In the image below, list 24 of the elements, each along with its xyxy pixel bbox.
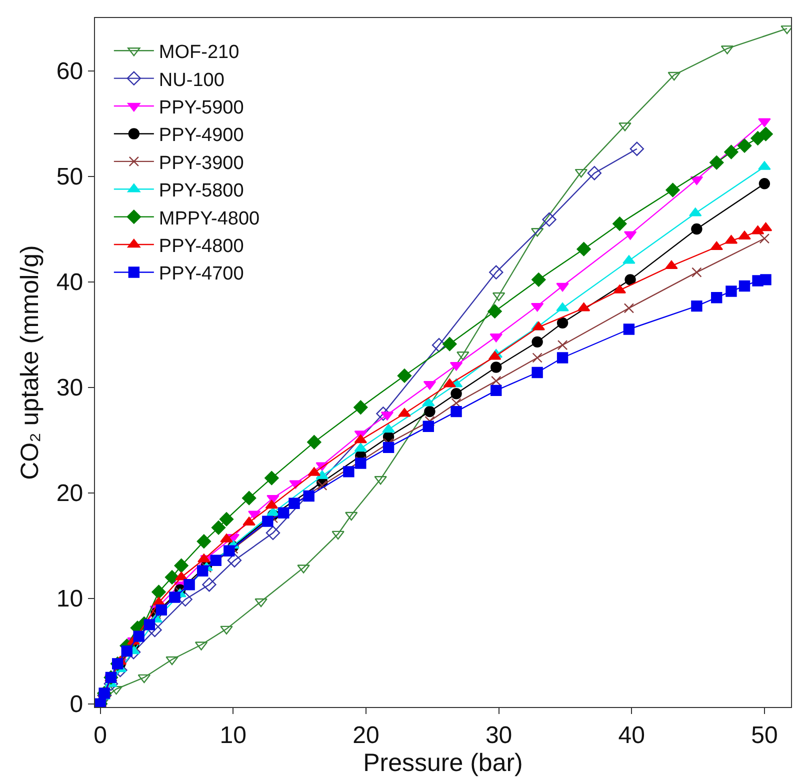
- legend-label: PPY-4800: [158, 236, 244, 257]
- legend-label: NU-100: [158, 70, 224, 91]
- x-tick-label: 40: [618, 722, 645, 749]
- legend-label: MOF-210: [158, 42, 240, 64]
- x-tick-label: 10: [220, 722, 246, 749]
- x-tick-label: 0: [94, 722, 107, 749]
- x-tick-label: 30: [485, 722, 512, 749]
- y-tick-label: 10: [56, 586, 84, 613]
- legend-label: PPY-5800: [158, 180, 244, 202]
- legend-label: PPY-4700: [158, 264, 244, 285]
- x-axis-title: Pressure (bar): [363, 748, 523, 777]
- legend-label: PPY-4900: [158, 125, 244, 146]
- legend-label: PPY-5900: [158, 97, 244, 118]
- y-tick-label: 50: [56, 164, 84, 191]
- y-tick-label: 60: [56, 58, 84, 86]
- y-axis-title: CO₂ uptake (mmol/g): [16, 245, 44, 480]
- y-tick-label: 0: [70, 691, 84, 718]
- x-tick-label: 20: [352, 722, 380, 749]
- y-tick-label: 30: [56, 374, 84, 402]
- y-tick-label: 20: [56, 480, 84, 508]
- y-tick-label: 40: [56, 269, 84, 296]
- legend-label: PPY-3900: [158, 152, 244, 174]
- x-tick-label: 50: [751, 722, 778, 749]
- legend-label: MPPY-4800: [158, 208, 260, 230]
